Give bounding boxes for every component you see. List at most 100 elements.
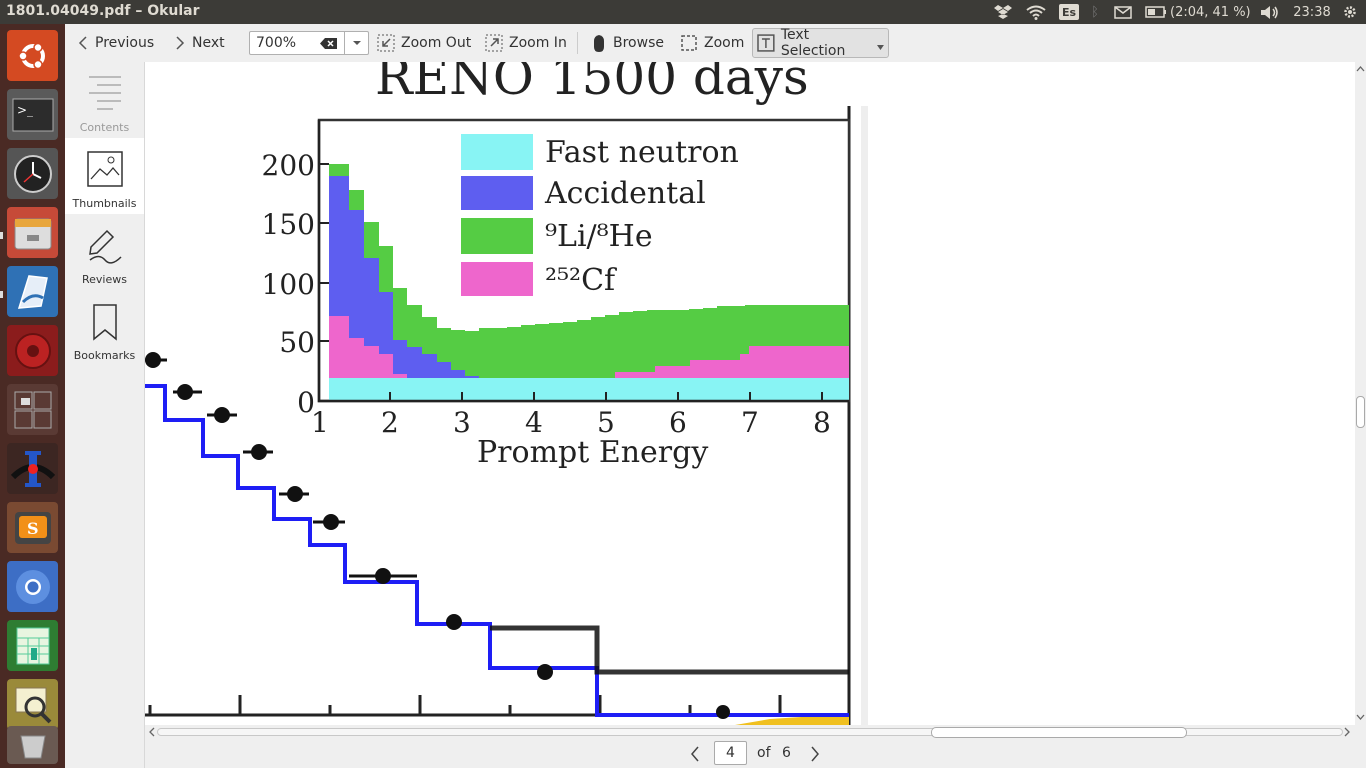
svg-text:S: S [27,519,39,538]
text-selection-icon [757,34,775,52]
inset-y-tick-labels: 0 50 100 150 200 [262,149,315,419]
zoom-value[interactable]: 700% [256,35,297,51]
scroll-up-arrow-icon[interactable] [1355,64,1366,74]
previous-page-icon[interactable] [689,746,701,762]
zoom-in-icon [485,34,503,52]
scroll-right-arrow-icon[interactable] [1342,725,1352,739]
bookmark-icon [92,304,117,341]
window-title: 1801.04049.pdf – Okular [6,3,200,19]
legend-label-fast-neutron: Fast neutron [545,135,739,170]
hand-icon [594,35,604,52]
horizontal-scroll-thumb[interactable] [931,727,1187,738]
x-tick-1: 1 [311,406,329,439]
x-tick-8: 8 [813,406,831,439]
fast-neutron-area [329,378,849,400]
sidebar-item-thumbnails[interactable]: Thumbnails [65,138,144,214]
zoom-out-label: Zoom Out [401,35,472,51]
sidebar: Contents Thumbnails Reviews Bookmarks [65,62,145,768]
browse-button[interactable]: Browse [587,28,668,58]
zoom-dropdown-button[interactable] [344,31,368,55]
next-page-icon[interactable] [809,746,821,762]
contents-icon [88,76,121,110]
accidental-area [329,176,479,378]
sidebar-item-reviews[interactable]: Reviews [65,214,144,290]
running-indicator [0,232,3,239]
toolbar: Previous Next 700% Zoom Out Zoom In Brow… [65,24,1366,62]
scroll-left-arrow-icon[interactable] [147,725,157,739]
page-number-input[interactable]: 4 [714,741,747,765]
legend-swatch-li-he [461,218,533,254]
sublime-text-icon[interactable]: S [7,502,58,553]
vertical-scrollbar[interactable] [1355,62,1366,725]
legend-label-li-he: ⁹Li/⁸He [545,219,653,254]
page-heading: RENO 1500 days [375,62,809,106]
chevron-down-icon [352,41,361,45]
trash-icon[interactable] [7,726,58,764]
x-tick-5: 5 [597,406,615,439]
svg-text:>_: >_ [17,103,33,117]
spreadsheet-icon[interactable] [7,620,58,671]
inset-plot: 1 2 3 4 5 6 7 8 0 50 100 150 200 Prompt … [262,118,851,470]
sidebar-item-contents[interactable]: Contents [65,62,144,138]
running-indicator [0,291,3,298]
page-shadow [861,106,868,725]
y-tick-100: 100 [262,268,315,301]
total-pages: 6 [782,745,791,761]
image-icon [86,151,123,187]
inkscape-icon[interactable] [7,443,58,494]
cf-area-low [329,316,407,378]
zoom-in-label: Zoom In [509,35,567,51]
zoom-out-icon [377,34,395,52]
dropbox-icon[interactable] [992,4,1014,20]
sidebar-label-contents: Contents [79,121,130,134]
wifi-icon[interactable] [1025,4,1047,20]
previous-button[interactable]: Previous [73,28,158,58]
data-error-band [490,625,849,675]
okular-icon[interactable] [7,266,58,317]
horizontal-scroll-track[interactable] [157,728,1343,736]
sidebar-item-bookmarks[interactable]: Bookmarks [65,290,144,366]
browse-label: Browse [613,35,664,51]
battery-status: (2:04, 41 %) [1170,4,1251,20]
zoom-tool-button[interactable]: Zoom [676,28,748,58]
scroll-down-arrow-icon[interactable] [1355,712,1366,722]
y-tick-200: 200 [262,149,315,182]
terminal-icon[interactable]: >_ [7,89,58,140]
sidebar-label-reviews: Reviews [82,273,127,286]
zoom-in-button[interactable]: Zoom In [481,28,571,58]
media-player-icon[interactable] [7,325,58,376]
gear-icon[interactable] [1340,4,1360,20]
document-viewport[interactable]: RENO 1500 days [145,62,1355,725]
next-button[interactable]: Next [170,28,229,58]
mc-prediction-histogram [145,384,849,717]
zoom-combo[interactable]: 700% [249,31,369,55]
volume-icon[interactable] [1259,4,1281,20]
bluetooth-icon[interactable]: ᛒ [1091,4,1099,20]
sidebar-label-bookmarks: Bookmarks [73,349,136,362]
inset-legend: Fast neutron Accidental ⁹Li/⁸He ²⁵²Cf [461,134,739,298]
battery-icon[interactable] [1144,4,1168,20]
image-viewer-icon[interactable] [7,679,58,730]
li-he-area [329,164,849,378]
clock[interactable]: 23:38 [1293,4,1331,20]
y-tick-150: 150 [262,208,315,241]
vertical-scroll-thumb[interactable] [1356,396,1365,428]
page-of-label: of [757,745,771,761]
zoom-out-button[interactable]: Zoom Out [373,28,475,58]
horizontal-scrollbar[interactable] [145,725,1355,739]
keyboard-layout-indicator[interactable]: Es [1059,4,1079,20]
legend-label-cf: ²⁵²Cf [545,263,617,298]
chromium-icon[interactable] [7,561,58,612]
text-selection-label: Text Selection [780,27,846,59]
x-tick-2: 2 [381,406,399,439]
cf-area-high [615,346,849,378]
text-selection-button[interactable]: Text Selection [752,27,889,59]
workspace-switcher-icon[interactable] [7,384,58,435]
legend-label-accidental: Accidental [544,176,706,211]
file-manager-icon[interactable] [7,207,58,258]
x-tick-7: 7 [741,406,759,439]
clock-app-icon[interactable] [7,148,58,199]
ubuntu-logo-icon[interactable] [7,30,58,81]
mail-icon[interactable] [1113,4,1133,20]
clear-text-icon[interactable] [320,37,338,50]
